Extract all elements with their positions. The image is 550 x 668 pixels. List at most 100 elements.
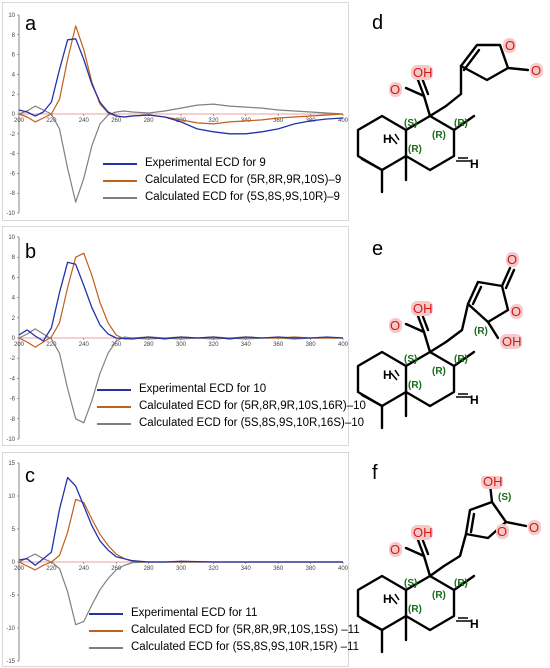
legend-text: Experimental ECD for 9 [145, 157, 266, 169]
atom-h: H [470, 157, 479, 171]
legend-item-calc-enantiomer: Calculated ECD for (5S,8S,9S,10R,15R) –1… [89, 639, 360, 656]
legend-item-experimental: Experimental ECD for 10 [97, 381, 366, 398]
x-tick-label: 260 [111, 118, 122, 124]
y-tick-label: 0 [12, 112, 16, 118]
structure-label-e: e [372, 238, 384, 260]
stereo-label: (R) [474, 326, 488, 337]
series-line-calc-match [18, 252, 343, 348]
y-tick-label: -6 [10, 397, 16, 403]
stereo-label: (S) [404, 578, 417, 589]
atom-o: O [497, 524, 507, 539]
x-tick-label: 400 [338, 342, 348, 348]
atom-h: H [383, 132, 392, 146]
x-tick-label: 380 [306, 342, 317, 348]
stereo-label: (R) [432, 366, 446, 377]
stereo-label: (R) [454, 578, 468, 589]
x-tick-label: 220 [46, 566, 57, 572]
x-tick-label: 340 [241, 342, 252, 348]
y-tick-label: 2 [12, 316, 16, 322]
x-tick-label: 280 [144, 118, 155, 124]
legend-text: Experimental ECD for 11 [131, 607, 258, 619]
atom-h: H [470, 393, 479, 407]
y-tick-label: -6 [10, 171, 16, 177]
y-tick-label: 4 [12, 72, 16, 78]
atom-oh: OH [502, 334, 522, 349]
x-tick-label: 240 [79, 342, 90, 348]
structure-f: OH O O OH O H H (S) (S) (R) (R) (R) [356, 476, 541, 654]
stereo-label: (S) [404, 118, 417, 129]
y-tick-label: -4 [10, 376, 16, 382]
y-tick-label: 8 [12, 255, 16, 261]
legend-a: Experimental ECD for 9 Calculated ECD fo… [103, 155, 341, 206]
legend-c: Experimental ECD for 11 Calculated ECD f… [89, 605, 360, 656]
legend-text: Calculated ECD for (5R,8R,9R,10S,15S) –1… [131, 624, 360, 636]
y-tick-label: 10 [8, 494, 15, 500]
x-tick-label: 220 [46, 342, 57, 348]
structure-e: O O OH OH O H H (R) (S) (R) (R) (R) [356, 252, 523, 430]
legend-b: Experimental ECD for 10 Calculated ECD f… [97, 381, 366, 432]
x-tick-label: 320 [208, 342, 219, 348]
series-line-calc-enantiomer [18, 103, 344, 203]
legend-text: Calculated ECD for (5S,8S,9S,10R)–9 [145, 191, 340, 203]
atom-o: O [507, 252, 517, 267]
atom-h: H [470, 617, 479, 631]
stereo-label: (R) [408, 380, 422, 391]
x-tick-label: 320 [208, 566, 219, 572]
y-tick-label: 2 [12, 92, 16, 98]
x-tick-label: 200 [14, 342, 25, 348]
legend-item-calc-match: Calculated ECD for (5R,8R,9R,10S)–9 [103, 172, 341, 189]
atom-oh: OH [483, 476, 503, 489]
x-tick-label: 360 [273, 118, 284, 124]
x-tick-label: 360 [273, 342, 284, 348]
panel-label-c: c [25, 465, 35, 487]
y-tick-label: 5 [12, 527, 16, 533]
y-tick-label: 10 [8, 13, 15, 19]
atom-oh: OH [413, 301, 433, 316]
atom-o: O [390, 82, 400, 97]
legend-item-experimental: Experimental ECD for 9 [103, 155, 341, 172]
x-tick-label: 200 [14, 566, 25, 572]
x-tick-label: 220 [46, 118, 57, 124]
x-tick-label: 340 [241, 566, 252, 572]
stereo-label: (R) [454, 354, 468, 365]
atom-h: H [383, 368, 392, 382]
series-line-experimental [18, 38, 344, 135]
stereo-label: (R) [454, 118, 468, 129]
atom-o: O [531, 63, 541, 78]
y-tick-label: -4 [10, 152, 16, 158]
legend-item-experimental: Experimental ECD for 11 [89, 605, 360, 622]
legend-text: Calculated ECD for (5S,8S,9S,10R,15R) –1… [131, 641, 359, 653]
y-tick-label: -2 [10, 132, 16, 138]
y-tick-label: -5 [10, 593, 16, 599]
stereo-label: (R) [432, 590, 446, 601]
stereo-label: (S) [498, 492, 511, 503]
stereo-label: (R) [432, 130, 446, 141]
legend-item-calc-enantiomer: Calculated ECD for (5S,8S,9S,10R)–9 [103, 189, 341, 206]
atom-o: O [505, 38, 515, 53]
x-tick-label: 320 [208, 118, 219, 124]
y-tick-label: 4 [12, 296, 16, 302]
legend-text: Calculated ECD for (5S,8S,9S,10R,16S)–10 [139, 417, 365, 429]
y-tick-label: -15 [6, 659, 15, 665]
stereo-label: (R) [408, 604, 422, 615]
x-tick-label: 300 [176, 342, 187, 348]
y-tick-label: 0 [12, 336, 16, 342]
y-tick-label: 8 [12, 33, 16, 39]
y-tick-label: 0 [12, 560, 16, 566]
y-tick-label: -10 [6, 626, 15, 632]
ecd-panel-c: -15 -10 -5 0 5 10 15 200 220 240 260 280 300 320 340 36… [2, 452, 360, 667]
series-line-experimental [18, 476, 343, 566]
x-tick-label: 300 [176, 118, 187, 124]
legend-text: Calculated ECD for (5R,8R,9R,10S)–9 [145, 174, 342, 186]
x-tick-label: 380 [306, 566, 317, 572]
y-tick-label: 15 [8, 461, 15, 467]
y-tick-label: -8 [10, 417, 16, 423]
legend-item-calc-enantiomer: Calculated ECD for (5S,8S,9S,10R,16S)–10 [97, 415, 366, 432]
ecd-panel-a: -10 -8 -6 -4 -2 0 2 4 6 8 10 200 220 240 260 280 300 320 3… [2, 2, 349, 221]
x-tick-label: 400 [338, 118, 348, 124]
stereo-label: (S) [404, 354, 417, 365]
series-line-experimental [18, 261, 344, 342]
y-tick-label: 6 [12, 53, 16, 59]
x-tick-label: 400 [338, 566, 348, 572]
x-tick-label: 300 [176, 566, 187, 572]
